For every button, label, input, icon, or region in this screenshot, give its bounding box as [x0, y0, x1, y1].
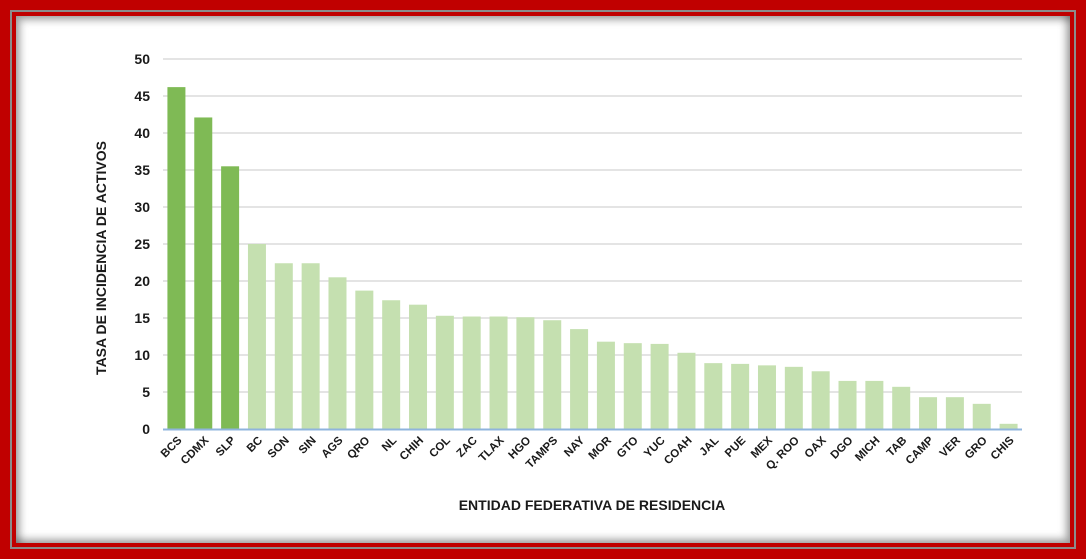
x-tick-label: BC: [245, 435, 265, 455]
y-axis-title: TASA DE INCIDENCIA DE ACTIVOS: [93, 141, 109, 375]
bar-pue: [731, 363, 750, 429]
x-tick-label: GRO: [963, 435, 990, 462]
bar-ver: [945, 397, 964, 429]
x-tick-label: GTO: [615, 435, 641, 461]
x-tick-label: JAL: [698, 435, 722, 459]
x-tick-label: MOR: [587, 434, 615, 462]
bar-gto: [623, 343, 642, 429]
x-tick-label: PUE: [723, 434, 748, 459]
x-tick-label: AGS: [319, 434, 345, 460]
x-tick-label: CDMX: [179, 434, 212, 467]
y-tick-label: 35: [134, 162, 150, 178]
y-tick-label: 20: [134, 273, 150, 289]
y-tick-label: 40: [134, 125, 150, 141]
y-tick-label: 10: [134, 347, 150, 363]
bar-qro: [355, 290, 374, 429]
bar-jal: [704, 363, 723, 429]
bar-q-roo: [784, 366, 803, 429]
bar-chih: [409, 304, 428, 429]
y-tick-label: 25: [134, 236, 150, 252]
bar-cdmx: [194, 117, 213, 430]
x-tick-label: QRO: [345, 435, 372, 462]
bar-mex: [757, 365, 776, 429]
bar-son: [274, 263, 293, 429]
bar-dgo: [838, 380, 857, 429]
y-axis-ticks: 0 5 10 15 20 25 30 35 40 45 50: [134, 51, 150, 437]
bar-tab: [892, 386, 911, 429]
y-tick-label: 50: [134, 51, 150, 67]
bar-nl: [382, 300, 401, 429]
bar-hgo: [516, 317, 535, 429]
bar-mich: [865, 380, 884, 429]
x-tick-label: DGO: [829, 435, 856, 462]
bar-sin: [301, 263, 320, 429]
bar-chis: [999, 423, 1018, 429]
x-tick-label: MICH: [853, 435, 882, 464]
bar-zac: [462, 316, 481, 429]
bar-bcs: [167, 87, 186, 430]
bar-slp: [221, 166, 240, 430]
bar-col: [435, 315, 454, 429]
x-tick-label: NL: [380, 435, 399, 454]
x-tick-label: CAMP: [904, 434, 937, 467]
chart-panel: [16, 16, 1070, 543]
y-tick-label: 15: [134, 310, 150, 326]
y-tick-label: 30: [134, 199, 150, 215]
bar-nay: [570, 329, 589, 429]
bar-bc: [247, 244, 266, 429]
x-tick-label: SIN: [297, 435, 319, 457]
bar-ags: [328, 277, 347, 429]
x-tick-label: COAH: [662, 435, 694, 467]
gridlines: [163, 58, 1022, 393]
x-tick-label: VER: [938, 434, 964, 460]
x-tick-label: OAX: [803, 434, 829, 460]
bar-oax: [811, 371, 830, 429]
x-tick-label: CHIS: [989, 434, 1017, 462]
bar-mor: [596, 341, 615, 429]
x-tick-label: SON: [266, 435, 292, 461]
y-tick-label: 0: [142, 421, 150, 437]
x-tick-label: SLP: [214, 434, 239, 459]
x-tick-label: CHIH: [398, 435, 426, 463]
bar-gro: [972, 403, 991, 429]
x-axis-title: ENTIDAD FEDERATIVA DE RESIDENCIA: [459, 497, 726, 513]
x-tick-label: NAY: [562, 434, 587, 459]
x-tick-label: COL: [427, 435, 453, 461]
bar-coah: [677, 352, 696, 429]
bar-tlax: [489, 316, 508, 429]
y-tick-label: 5: [142, 384, 150, 400]
bar-tamps: [543, 320, 562, 429]
bar-camp: [919, 397, 938, 429]
bar-yuc: [650, 343, 669, 429]
bars: [167, 87, 1018, 430]
y-tick-label: 45: [134, 88, 150, 104]
x-tick-label: TLAX: [477, 434, 507, 464]
